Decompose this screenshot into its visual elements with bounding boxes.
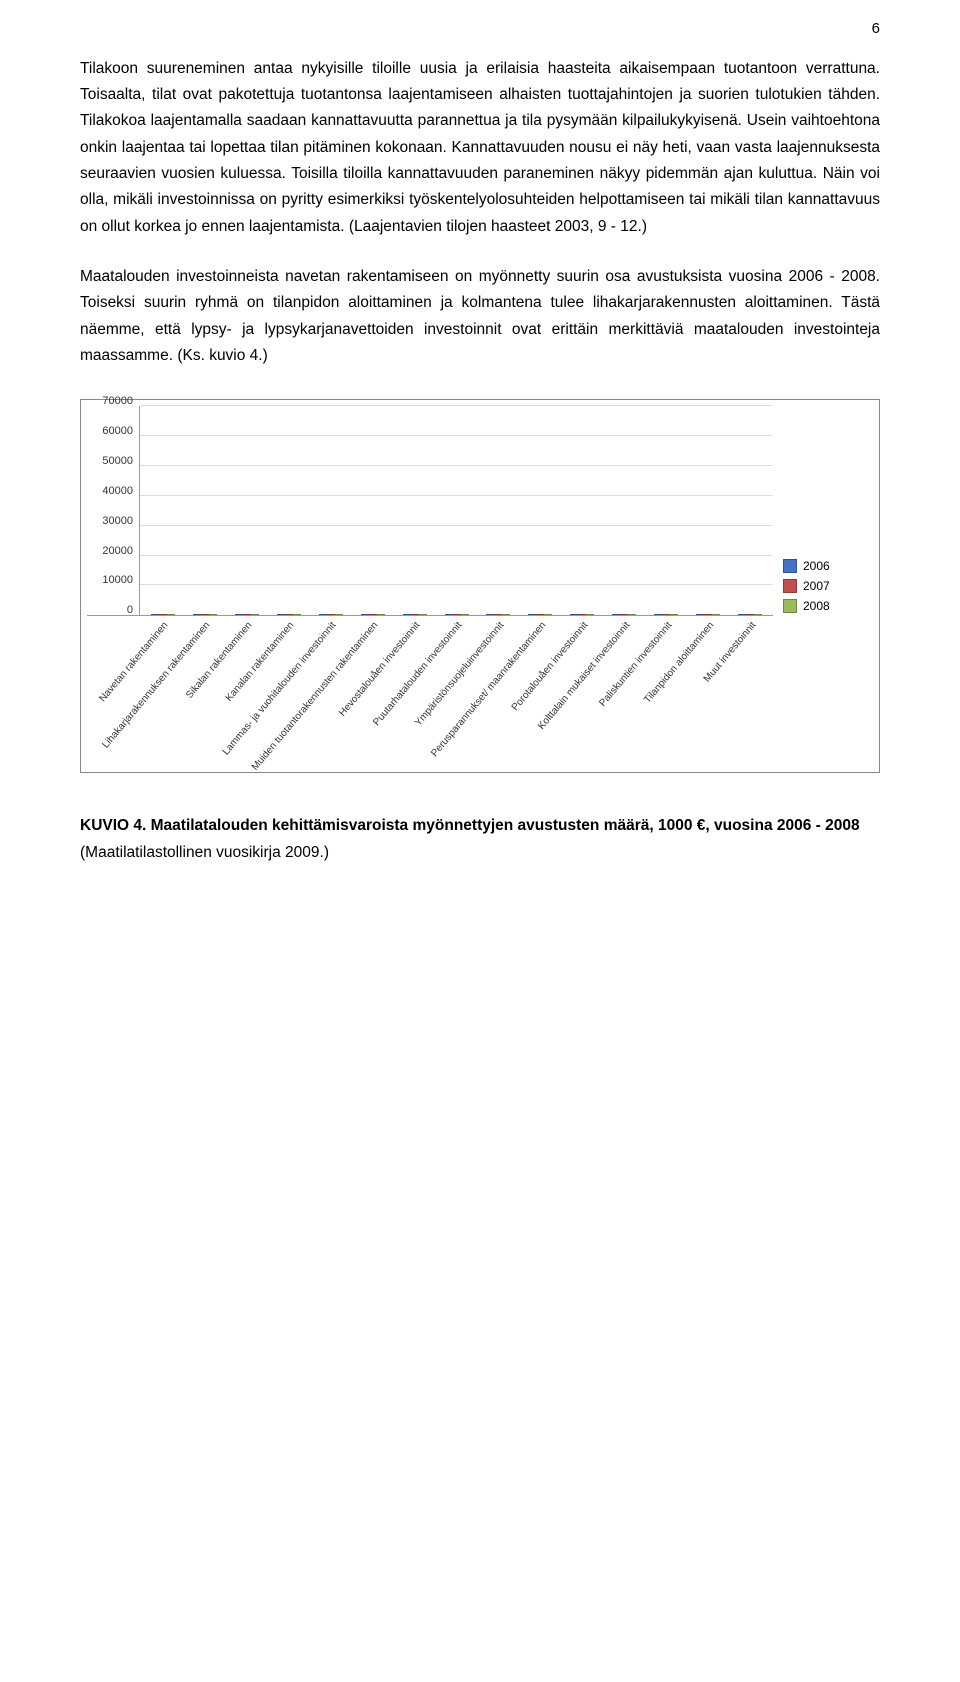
legend-label: 2007 [803,579,830,593]
bar-group [184,614,226,615]
legend-item: 2007 [783,579,873,593]
paragraph-2: Maatalouden investoinneista navetan rake… [80,264,880,369]
paragraph-1: Tilakoon suureneminen antaa nykyisille t… [80,56,880,240]
bar-group [603,614,645,615]
gridline [140,465,773,466]
bar [746,614,754,615]
figure-caption: KUVIO 4. Maatilatalouden kehittämisvaroi… [80,813,880,866]
bar [285,614,293,615]
bar [486,614,494,615]
bar [461,614,469,615]
gridline [140,495,773,496]
bar [654,614,662,615]
bar [403,614,411,615]
bar [696,614,704,615]
bar [586,614,594,615]
bar [251,614,259,615]
bar [277,614,285,615]
chart-container: 700006000050000400003000020000100000 Nav… [80,399,880,773]
bar [612,614,620,615]
gridline [140,405,773,406]
gridline [140,525,773,526]
bar [445,614,453,615]
bar [453,614,461,615]
bar-group [645,614,687,615]
legend-label: 2008 [803,599,830,613]
bar [502,614,510,615]
bar [662,614,670,615]
bar [628,614,636,615]
bar-group [436,614,478,615]
bar [712,614,720,615]
bar-group [142,614,184,615]
bar [327,614,335,615]
caption-title: KUVIO 4. Maatilatalouden kehittämisvaroi… [80,817,860,834]
bar [293,614,301,615]
bar [193,614,201,615]
bar [536,614,544,615]
bar [151,614,159,615]
legend-label: 2006 [803,559,830,573]
legend-swatch [783,599,797,613]
bar-group [729,614,771,615]
x-label-text: Navetan rakentaminen [97,620,170,704]
bar [335,614,343,615]
bar [209,614,217,615]
gridline [140,555,773,556]
bar [235,614,243,615]
chart-main: 700006000050000400003000020000100000 Nav… [87,406,773,766]
legend-swatch [783,579,797,593]
bar [369,614,377,615]
page-number: 6 [872,20,880,37]
bar [528,614,536,615]
bar-group [352,614,394,615]
bar [243,614,251,615]
bar [670,614,678,615]
bar [419,614,427,615]
bar [578,614,586,615]
bar [570,614,578,615]
chart-legend: 2006 2007 2008 [773,406,873,766]
x-axis-labels: Navetan rakentaminenLihakarjarakennuksen… [139,616,773,766]
x-label: Muut investoinnit [729,616,771,766]
legend-item: 2008 [783,599,873,613]
chart-inner: 700006000050000400003000020000100000 Nav… [87,406,873,766]
bar [704,614,712,615]
bar [411,614,419,615]
bar-group [561,614,603,615]
legend-swatch [783,559,797,573]
plot-area: 700006000050000400003000020000100000 [87,406,773,616]
bar [167,614,175,615]
gridline [140,584,773,585]
bar [319,614,327,615]
bar [201,614,209,615]
bar-group [519,614,561,615]
bar-group [226,614,268,615]
bar [738,614,746,615]
bar-group [310,614,352,615]
x-label: Tilanpidon aloittaminen [687,616,729,766]
bar [361,614,369,615]
bar [159,614,167,615]
bar-group [687,614,729,615]
bars-area [139,406,773,615]
bar [377,614,385,615]
legend-item: 2006 [783,559,873,573]
bar-group [394,614,436,615]
bar-group [268,614,310,615]
bar [754,614,762,615]
caption-source: (Maatilatilastollinen vuosikirja 2009.) [80,844,329,861]
bar [544,614,552,615]
document-page: 6 Tilakoon suureneminen antaa nykyisille… [0,0,960,926]
bar-group [478,614,520,615]
bar [620,614,628,615]
bar [494,614,502,615]
gridline [140,435,773,436]
y-axis: 700006000050000400003000020000100000 [87,406,139,615]
